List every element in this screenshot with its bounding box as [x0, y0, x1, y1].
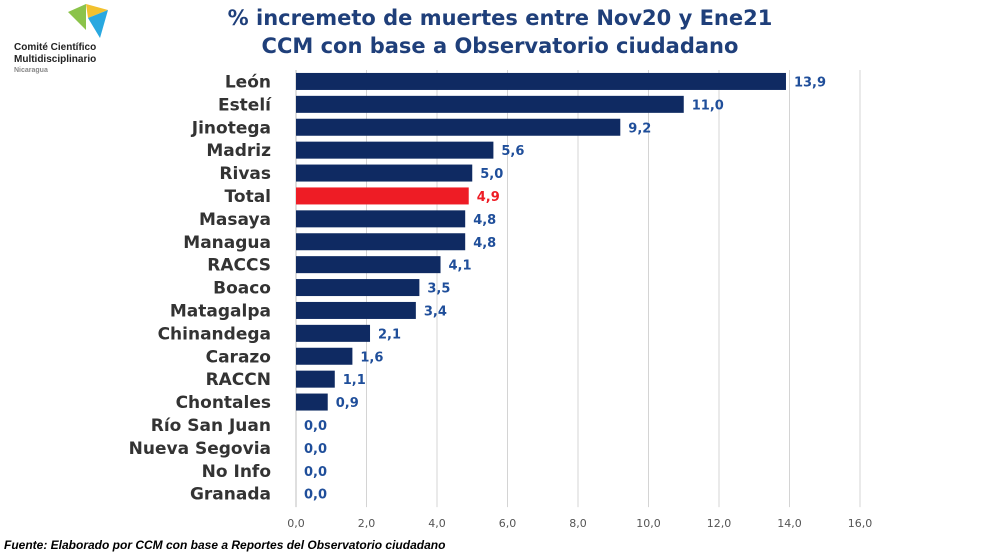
data-label: 13,9 [794, 75, 826, 90]
data-label: 3,5 [427, 282, 450, 297]
data-label: 0,9 [336, 396, 359, 411]
data-label: 2,1 [378, 327, 401, 342]
data-label: 0,0 [304, 465, 327, 480]
x-tick-label: 6,0 [499, 517, 517, 530]
category-label: Madriz [206, 141, 271, 161]
x-tick-label: 10,0 [636, 517, 661, 530]
bar [296, 324, 371, 342]
x-tick-label: 12,0 [707, 517, 732, 530]
bar [296, 95, 684, 113]
org-name-line-1: Comité Científico [14, 42, 97, 53]
category-label: RACCS [207, 256, 271, 276]
bar [296, 210, 466, 228]
category-label: Carazo [206, 347, 271, 367]
bar [296, 279, 420, 297]
data-label: 5,0 [480, 167, 503, 182]
x-tick-label: 8,0 [569, 517, 587, 530]
category-label: Jinotega [191, 118, 271, 138]
data-label: 5,6 [501, 144, 524, 159]
category-label: Estelí [218, 95, 272, 115]
data-label: 1,1 [343, 373, 366, 388]
bar [296, 187, 469, 205]
data-label: 4,1 [449, 259, 472, 274]
category-label: Matagalpa [170, 301, 271, 321]
x-tick-label: 14,0 [777, 517, 802, 530]
org-name-line-2: Multidisciplinario [14, 54, 97, 65]
data-label: 0,0 [304, 488, 327, 503]
logo: Comité Científico Multidisciplinario Nic… [8, 4, 168, 74]
x-tick-label: 4,0 [428, 517, 446, 530]
bar [296, 393, 328, 411]
x-tick-label: 0,0 [287, 517, 305, 530]
source-note: Fuente: Elaborado por CCM con base a Rep… [4, 538, 446, 552]
data-label: 0,0 [304, 419, 327, 434]
data-label: 1,6 [360, 350, 383, 365]
x-tick-label: 2,0 [358, 517, 376, 530]
category-label: Managua [183, 233, 271, 253]
category-label: Total [225, 187, 271, 207]
chart-subtitle: CCM con base a Observatorio ciudadano [261, 34, 739, 58]
bar [296, 141, 494, 159]
bar [296, 370, 335, 388]
data-label: 4,9 [477, 190, 500, 205]
data-label: 4,8 [473, 236, 496, 251]
ccm-logo-icon [68, 4, 108, 38]
category-label: Río San Juan [151, 416, 271, 436]
bar-chart: 0,0 2,0 4,0 6,0 8,0 10,0 12,0 14,0 16,0 León 13,9 E… [129, 70, 873, 530]
data-label: 0,0 [304, 442, 327, 457]
category-label: Rivas [219, 164, 271, 184]
bar [296, 347, 353, 365]
org-country: Nicaragua [14, 67, 48, 74]
category-label: RACCN [206, 370, 271, 390]
bar [296, 72, 786, 90]
category-label: Masaya [199, 210, 271, 230]
bar [296, 164, 473, 182]
chart-title: % incremeto de muertes entre Nov20 y Ene… [227, 6, 773, 30]
category-label: Nueva Segovia [129, 439, 271, 459]
data-label: 3,4 [424, 304, 447, 319]
data-label: 11,0 [692, 98, 724, 113]
category-label: Chinandega [158, 324, 271, 344]
data-label: 9,2 [628, 121, 651, 136]
bar [296, 301, 416, 319]
bar [296, 233, 466, 251]
bar [296, 118, 621, 136]
category-label: Chontales [176, 393, 271, 413]
x-tick-label: 16,0 [848, 517, 873, 530]
category-label: Boaco [213, 279, 271, 299]
category-label: Granada [190, 485, 271, 505]
category-label: León [225, 72, 271, 92]
category-label: No Info [202, 462, 271, 482]
bar [296, 256, 441, 274]
data-label: 4,8 [473, 213, 496, 228]
